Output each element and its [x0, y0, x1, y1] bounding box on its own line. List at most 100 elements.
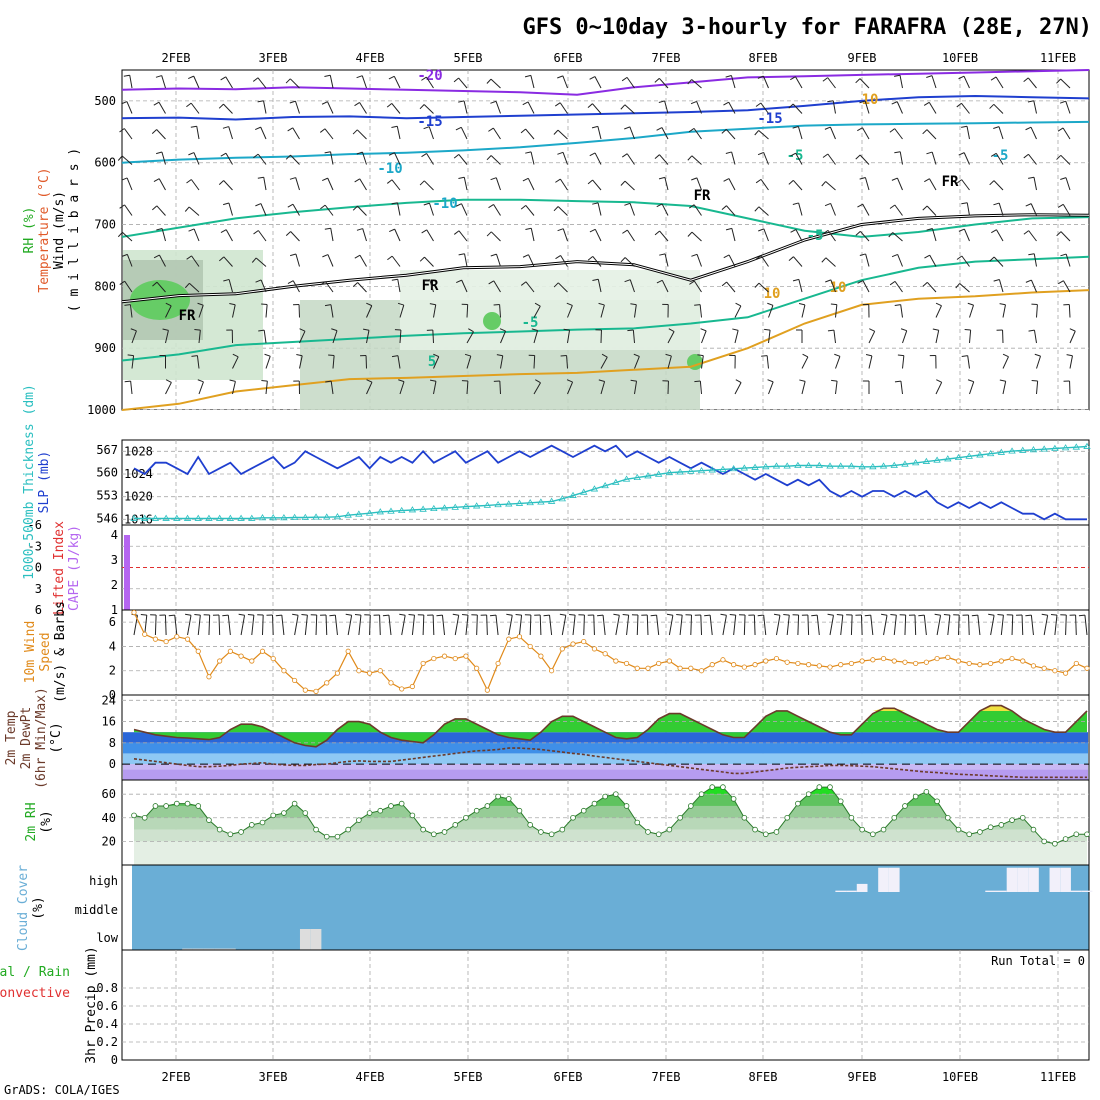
rh-point: [720, 784, 726, 790]
contour-label: 10: [830, 280, 847, 296]
wind-barb-flag: [119, 128, 125, 133]
precip-legend-convective: Convective: [0, 986, 70, 1001]
wind-barb: [193, 75, 200, 89]
wind-barb-flag: [287, 203, 294, 208]
wind-barb-flag: [251, 257, 257, 263]
wind-barb: [530, 151, 535, 165]
wind-barb: [967, 355, 970, 369]
rh-point: [762, 831, 769, 838]
wind-speed-point: [1052, 668, 1058, 674]
isotherm-line: [121, 198, 1090, 238]
thickness-point: [890, 461, 898, 468]
wind-speed-point: [270, 655, 276, 662]
contour-label: FR: [422, 278, 439, 294]
wind-barb: [329, 75, 334, 89]
contour-label: 10: [862, 92, 879, 108]
wind-barb-flag: [522, 254, 529, 258]
cloud-bar: [846, 890, 857, 892]
rh-band: [134, 829, 1087, 842]
wind-barb: [902, 330, 908, 344]
wind-speed-point: [1084, 665, 1090, 671]
wind-barb-flag: [964, 329, 971, 331]
li-tick: -3: [28, 539, 42, 553]
wind-barb: [225, 152, 233, 165]
wind-barb: [557, 206, 568, 216]
wind-speed-point: [313, 688, 319, 694]
wind-barb: [393, 76, 401, 89]
wind-barb-flag: [322, 177, 328, 182]
temp-band: [123, 753, 1088, 765]
rh2m-panel: 60 40 20 2m RH (%): [24, 779, 1090, 866]
thickness-point: [697, 466, 706, 474]
wind-barb: [597, 279, 602, 293]
wind-barb: [998, 126, 1004, 140]
rh-point: [398, 800, 405, 807]
cloud-bar: [214, 948, 226, 950]
wind10m-barb: [454, 615, 460, 636]
top-date-label: 4FEB: [356, 51, 385, 65]
wind-barb-flag: [865, 353, 873, 357]
wind-barb-flag: [220, 229, 227, 233]
wind-barb: [900, 381, 903, 395]
wind-barb-flag: [936, 379, 942, 383]
y-axis-label: 3hr Precip (mm): [84, 946, 99, 1063]
wind-barb-flag: [486, 78, 492, 84]
wind-barb: [528, 254, 535, 267]
wind10m-barb-flag: [773, 613, 781, 616]
cloud-bar: [1006, 867, 1018, 892]
wind-barb-flag: [1028, 253, 1035, 256]
wind-barb: [292, 127, 300, 140]
wind10m-barb: [197, 615, 201, 636]
wind10m-barb: [860, 614, 863, 636]
wind-barb: [801, 304, 806, 318]
wind-barb-flag: [352, 205, 358, 211]
wind10m-barb: [936, 615, 942, 636]
wind-barb: [560, 178, 568, 191]
thickness-point: [590, 485, 599, 492]
y-axis-label: Speed: [38, 632, 53, 671]
wind-barb-flag: [989, 103, 995, 109]
wind10m-barb-flag: [622, 613, 629, 616]
wind-barb-flag: [935, 302, 942, 307]
wind-speed-point: [720, 657, 726, 663]
wind-barb: [664, 100, 669, 114]
wind-barb: [792, 180, 803, 191]
wind-barb: [961, 255, 970, 267]
wind-barb-flag: [732, 328, 739, 331]
rh-point: [795, 800, 801, 807]
wind-barb-flag: [119, 280, 126, 285]
thickness-point: [633, 473, 641, 480]
wind-barb: [900, 304, 903, 318]
wind10m-barb: [870, 615, 874, 636]
wind-barb: [198, 381, 204, 395]
wind-barb-flag: [592, 278, 599, 282]
slp-line: [133, 444, 1087, 521]
thickness-point: [151, 514, 160, 521]
wind10m-barb: [347, 615, 353, 636]
wind-barb-flag: [566, 379, 573, 383]
thickness-point: [794, 461, 802, 468]
wind-barb-flag: [456, 279, 462, 284]
wind-speed-point: [848, 660, 855, 667]
wind-barb-flag: [188, 152, 195, 156]
wind-barb: [731, 228, 736, 242]
contour-label: -10: [432, 196, 457, 212]
y-axis-label: 10m Wind: [23, 621, 38, 684]
y-axis-label: 2m DewPt: [19, 707, 34, 770]
wind-barb-flag: [419, 104, 425, 110]
wind-barb: [232, 356, 239, 369]
wind-barb-flag: [857, 203, 863, 208]
wind-barb: [659, 230, 669, 242]
wind-barb-flag: [827, 329, 834, 332]
cloud-level-label: high: [89, 874, 118, 888]
wind-barb: [359, 254, 367, 267]
wind-barb-flag: [223, 202, 230, 206]
wind10m-barb: [743, 614, 746, 636]
cloud-bar: [1060, 867, 1071, 892]
wind10m-barb: [968, 614, 970, 636]
wind-barb: [894, 281, 903, 293]
wind-barb-flag: [486, 155, 492, 161]
wind10m-barb: [572, 615, 576, 636]
wind-barb: [726, 205, 736, 216]
wind-barb-flag: [691, 177, 698, 181]
